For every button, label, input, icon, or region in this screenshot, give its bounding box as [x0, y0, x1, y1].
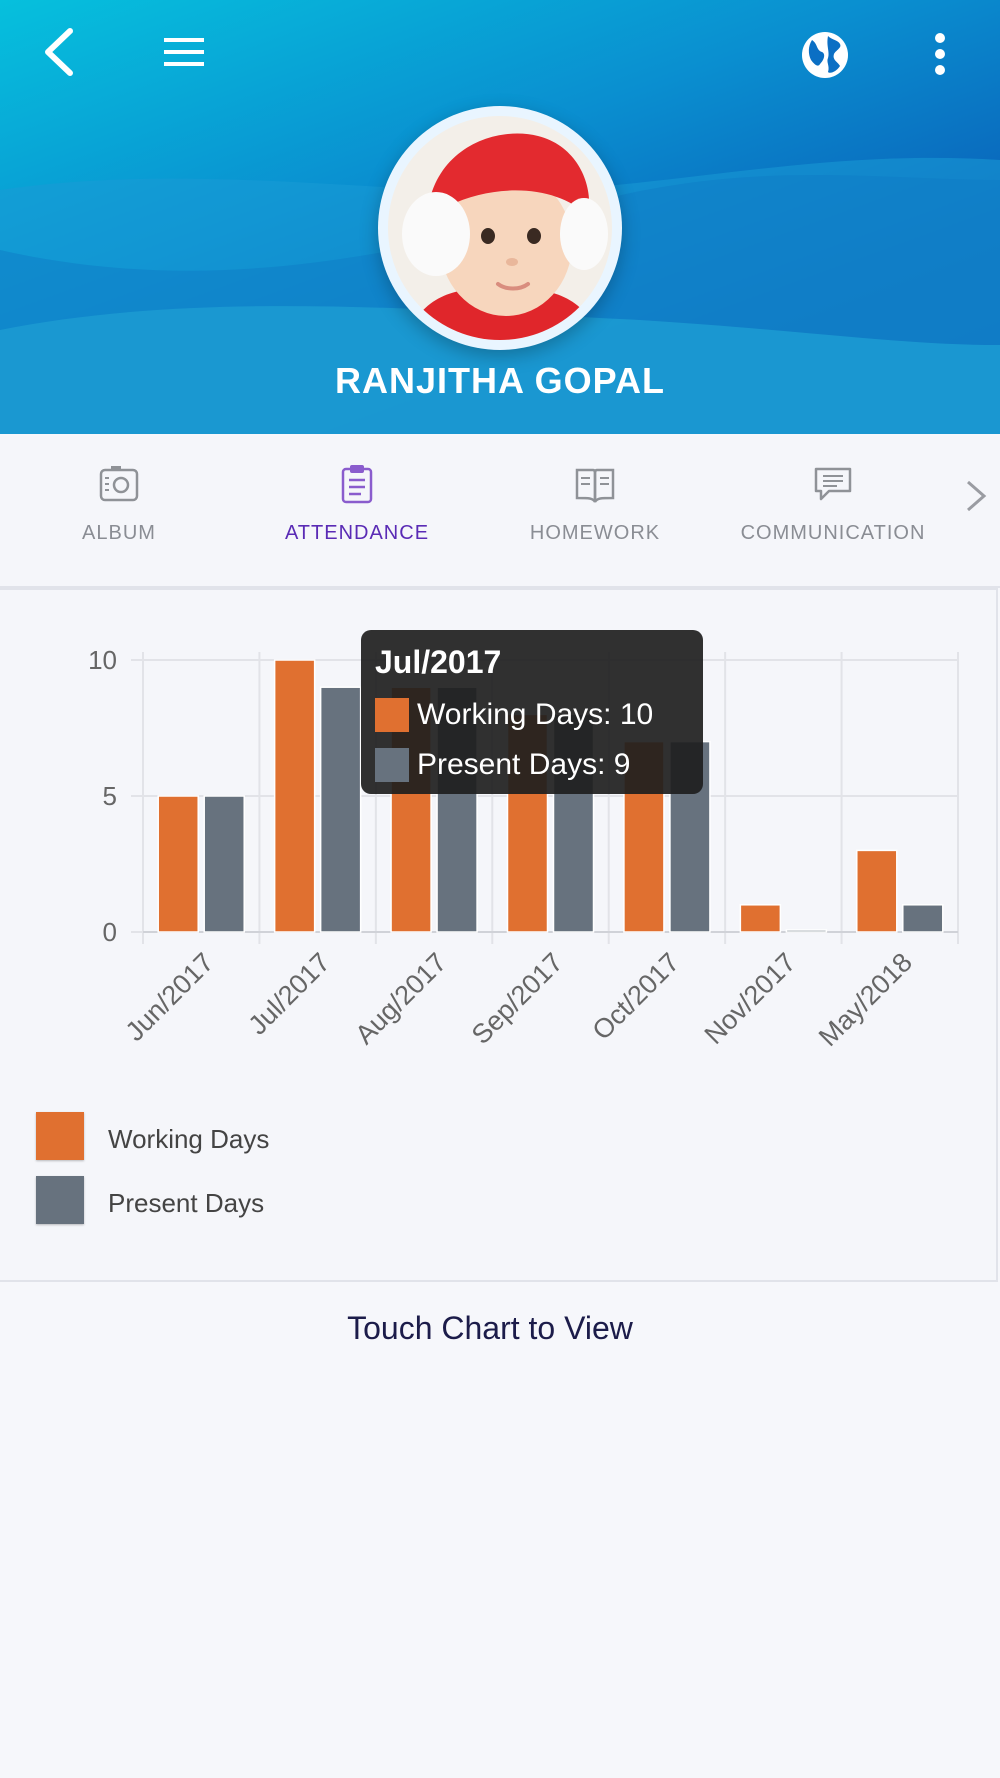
bar-present-days-Jun-2017 — [203, 795, 245, 933]
menu-button[interactable] — [152, 24, 216, 80]
touch-chart-hint: Touch Chart to View — [347, 1310, 633, 1346]
legend-label-working: Working Days — [108, 1124, 270, 1154]
tab-attendance-label: ATTENDANCE — [284, 522, 430, 544]
tooltip-working-text: Working Days: 10 — [417, 698, 654, 731]
bar-working-days-Nov-2017 — [739, 904, 782, 933]
tooltip-present-text: Present Days: 9 — [417, 748, 631, 781]
chat-icon — [814, 467, 852, 501]
y-tick-label: 10 — [88, 645, 117, 675]
globe-icon — [802, 32, 848, 78]
legend-swatch-working — [36, 1112, 84, 1160]
y-tick-label: 0 — [103, 917, 117, 947]
more-options-button[interactable] — [920, 24, 960, 84]
x-tick-label: May/2018 — [813, 947, 918, 1052]
attendance-chart-panel[interactable]: 0 5 10 Jun/2017 Jul/2017 Aug/2017 Sep/2017 Oct/… — [0, 588, 998, 1282]
hamburger-menu-icon — [164, 38, 204, 66]
tab-homework-label: HOMEWORK — [529, 522, 661, 544]
student-avatar[interactable] — [378, 106, 622, 350]
bar-present-days-Jul-2017 — [319, 686, 362, 933]
x-tick-label: Jun/2017 — [120, 947, 220, 1047]
section-tabs: ALBUM ATTENDANCE HOMEWORK COMMUNICA — [0, 436, 1000, 588]
book-icon — [575, 468, 615, 503]
bar-working-days-May-2018 — [856, 849, 898, 933]
more-vertical-icon — [935, 33, 945, 75]
back-arrow-icon — [45, 28, 73, 76]
bar-working-days-Jun-2017 — [157, 795, 199, 933]
tooltip-title: Jul/2017 — [375, 644, 502, 680]
tab-communication-label: COMMUNICATION — [740, 522, 926, 544]
x-tick-label: Jul/2017 — [242, 947, 335, 1040]
y-tick-label: 5 — [103, 781, 117, 811]
x-tick-label: Oct/2017 — [586, 947, 685, 1046]
tooltip-swatch-present — [375, 748, 409, 782]
legend-swatch-present — [36, 1176, 84, 1224]
x-tick-label: Aug/2017 — [349, 947, 452, 1050]
x-tick-label: Nov/2017 — [699, 947, 802, 1050]
avatar-photo — [388, 116, 612, 340]
language-button[interactable] — [796, 26, 854, 84]
tab-attendance[interactable]: ATTENDANCE — [238, 436, 476, 586]
bar-present-days-Nov-2017 — [785, 929, 828, 933]
tab-communication[interactable]: COMMUNICATION — [714, 436, 952, 586]
bar-working-days-Jul-2017 — [273, 659, 316, 933]
bar-present-days-May-2018 — [902, 904, 944, 933]
student-name: RANJITHA GOPAL — [334, 360, 665, 401]
tab-homework[interactable]: HOMEWORK — [476, 436, 714, 586]
tabs-scroll-right-icon[interactable] — [958, 476, 994, 516]
clipboard-icon — [341, 465, 373, 504]
tab-album[interactable]: ALBUM — [0, 436, 238, 586]
chart-tooltip: Jul/2017 Working Days: 10 Present Days: … — [361, 630, 703, 794]
profile-header: RANJITHA GOPAL — [0, 0, 1000, 434]
legend-label-present: Present Days — [108, 1188, 265, 1218]
x-tick-label: Sep/2017 — [466, 947, 569, 1050]
tooltip-swatch-working — [375, 698, 409, 732]
back-button[interactable] — [32, 24, 88, 80]
album-camera-icon — [99, 466, 139, 502]
tab-album-label: ALBUM — [82, 522, 156, 544]
